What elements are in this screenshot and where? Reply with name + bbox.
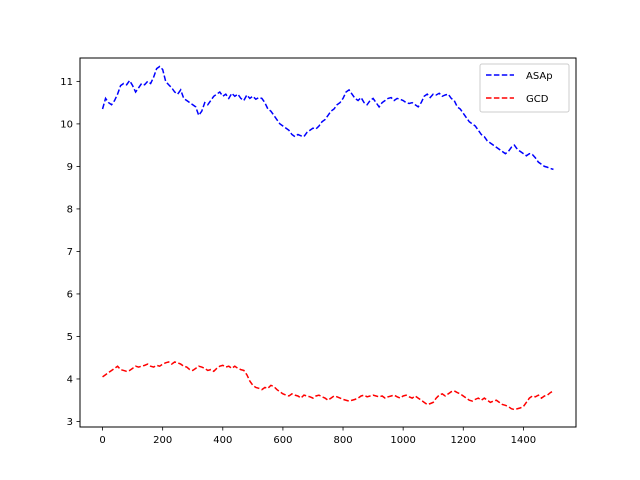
y-tick-label: 10 bbox=[60, 119, 73, 130]
x-tick-label: 0 bbox=[99, 435, 105, 446]
y-tick-label: 4 bbox=[67, 374, 73, 385]
y-axis: 3 4 5 6 7 8 9 10 11 bbox=[60, 77, 80, 428]
x-tick-label: 1000 bbox=[390, 435, 415, 446]
y-tick-label: 3 bbox=[67, 417, 73, 428]
x-tick-label: 400 bbox=[213, 435, 232, 446]
y-tick-label: 6 bbox=[67, 289, 73, 300]
y-tick-label: 8 bbox=[67, 204, 73, 215]
y-tick-label: 9 bbox=[67, 162, 73, 173]
series-line-gcd bbox=[102, 361, 554, 411]
x-tick-label: 600 bbox=[273, 435, 292, 446]
x-axis: 0 200 400 600 800 1000 1200 1400 bbox=[99, 427, 536, 446]
legend-label-asap: ASAp bbox=[526, 71, 553, 82]
legend: ASAp GCD bbox=[479, 63, 570, 113]
plot-frame bbox=[79, 57, 577, 428]
series-layer bbox=[101, 65, 554, 411]
legend-box bbox=[479, 63, 570, 113]
y-tick-label: 7 bbox=[67, 247, 73, 258]
x-tick-label: 1400 bbox=[511, 435, 536, 446]
series-line-asap bbox=[101, 65, 554, 171]
y-tick-label: 5 bbox=[67, 332, 73, 343]
x-tick-label: 800 bbox=[333, 435, 352, 446]
legend-label-gcd: GCD bbox=[526, 94, 549, 105]
y-tick-label: 11 bbox=[60, 77, 73, 88]
x-tick-label: 200 bbox=[153, 435, 172, 446]
x-tick-label: 1200 bbox=[451, 435, 476, 446]
